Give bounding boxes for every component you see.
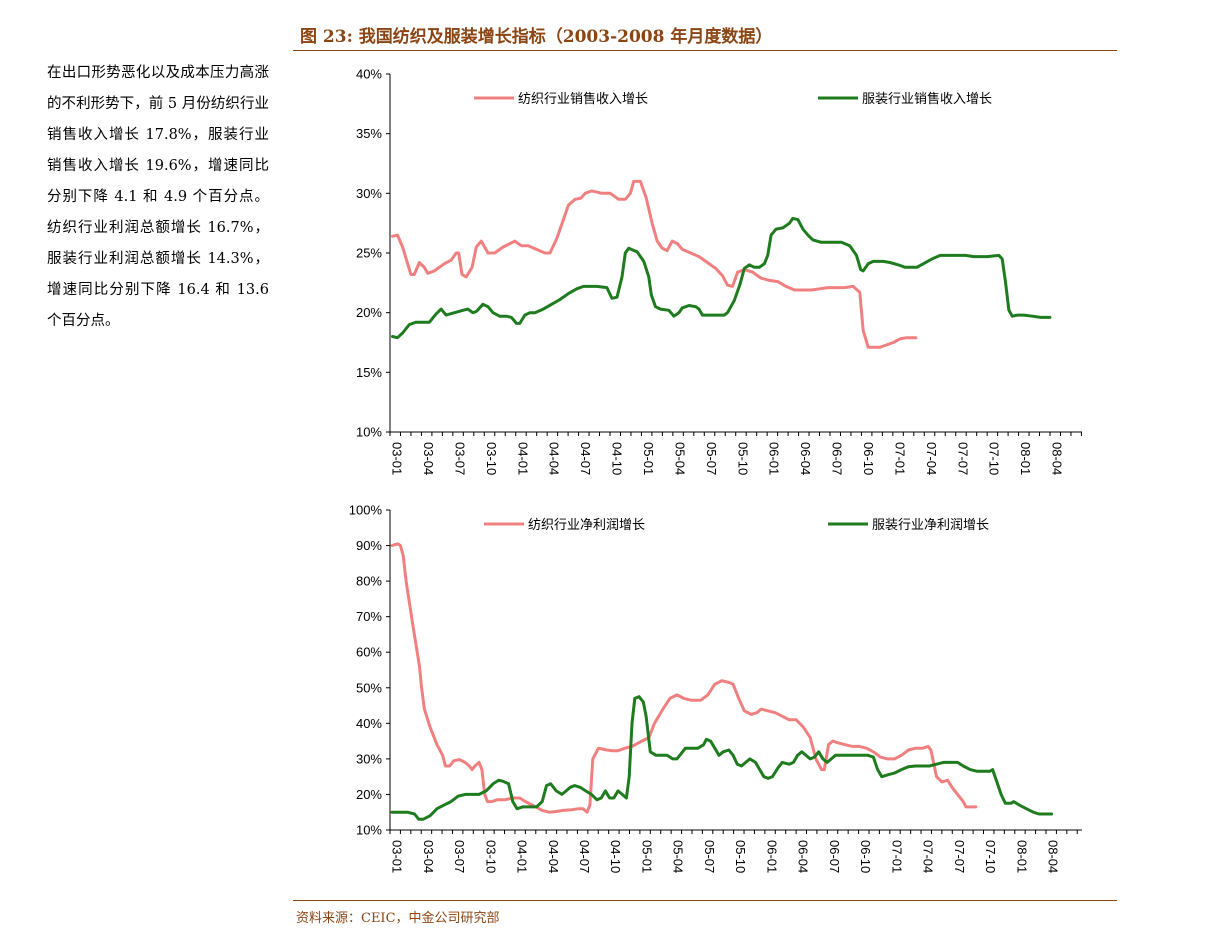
x-tick-label: 03-10 (483, 840, 498, 873)
series-line-2 (391, 216, 1052, 340)
y-tick-label: 50% (356, 680, 382, 695)
x-tick-label: 06-01 (767, 442, 782, 475)
x-tick-label: 07-10 (983, 840, 998, 873)
x-tick-label: 06-04 (798, 442, 813, 475)
x-tick-label: 07-04 (921, 840, 936, 873)
x-tick-label: 07-01 (892, 442, 907, 475)
y-tick-label: 90% (356, 538, 382, 553)
legend-label-1: 纺织行业销售收入增长 (518, 91, 648, 107)
x-tick-label: 05-01 (639, 840, 654, 873)
x-tick-label: 06-10 (858, 840, 873, 873)
x-tick-label: 08-01 (1018, 442, 1033, 475)
y-tick-label: 30% (356, 186, 382, 201)
sales-revenue-growth-chart-svg: 10% 15% 20% 25% 30% 35% 40% 03-01 03-04 03-07 03-1… (356, 67, 1082, 475)
series-line-1 (390, 542, 978, 814)
x-tick-label: 07-07 (952, 840, 967, 873)
x-tick-label: 05-07 (704, 442, 719, 475)
legend-label-2: 服装行业净利润增长 (872, 518, 989, 533)
y-tick-label: 20% (356, 305, 382, 320)
y-tick-label: 35% (356, 126, 382, 141)
x-tick-label: 08-04 (1050, 442, 1065, 475)
y-tick-label: 20% (356, 787, 382, 802)
x-tick-label: 08-04 (1046, 840, 1061, 873)
legend-label-2: 服装行业销售收入增长 (862, 91, 992, 107)
x-tick-label: 05-07 (702, 840, 717, 873)
net-profit-growth-chart: 10% 20% 30% 40% 50% 60% 70% 80% 90% 100% 03-01 03-0… (330, 497, 1090, 882)
x-tick-label: 03-07 (452, 442, 467, 475)
x-tick-label: 03-04 (421, 840, 436, 873)
net-profit-growth-chart-svg: 10% 20% 30% 40% 50% 60% 70% 80% 90% 100% 03-01 03-0… (349, 503, 1082, 873)
title-rule (293, 50, 1117, 51)
x-tick-label: 04-10 (610, 442, 625, 475)
x-tick-label: 04-07 (578, 442, 593, 475)
y-tick-label: 40% (356, 67, 382, 82)
y-tick-label: 25% (356, 246, 382, 261)
x-tick-label: 06-04 (796, 840, 811, 873)
x-tick-label: 03-04 (421, 442, 436, 475)
x-tick-label: 04-01 (515, 442, 530, 475)
y-tick-label: 80% (356, 574, 382, 589)
series-line-2 (390, 695, 1054, 821)
x-tick-label: 07-04 (924, 442, 939, 475)
x-tick-label: 03-10 (484, 442, 499, 475)
x-tick-label: 07-07 (955, 442, 970, 475)
sales-revenue-growth-chart: 10% 15% 20% 25% 30% 35% 40% 03-01 03-04 03-07 03-1… (330, 60, 1090, 490)
x-tick-label: 05-10 (735, 442, 750, 475)
legend-label-1: 纺织行业净利润增长 (528, 518, 645, 533)
commentary-paragraph: 在出口形势恶化以及成本压力高涨的不利形势下，前 5 月份纺织行业销售收入增长 1… (47, 65, 269, 329)
y-tick-label: 30% (356, 751, 382, 766)
x-tick-label: 05-04 (671, 840, 686, 873)
x-tick-label: 05-10 (733, 840, 748, 873)
x-tick-label: 07-01 (889, 840, 904, 873)
x-tick-label: 08-01 (1014, 840, 1029, 873)
x-tick-label: 03-01 (390, 840, 405, 873)
source-rule (293, 900, 1117, 901)
x-tick-label: 04-01 (515, 840, 530, 873)
x-tick-label: 03-01 (390, 442, 405, 475)
x-tick-label: 04-07 (577, 840, 592, 873)
figure-title: 图 23: 我国纺织及服装增长指标（2003-2008 年月度数据） (300, 27, 773, 47)
y-tick-label: 100% (349, 503, 383, 518)
series-line-1 (391, 179, 918, 349)
x-tick-label: 07-10 (987, 442, 1002, 475)
y-tick-label: 60% (356, 645, 382, 660)
y-tick-label: 10% (356, 823, 382, 838)
x-tick-label: 06-01 (764, 840, 779, 873)
source-note: 资料来源：CEIC，中金公司研究部 (296, 911, 500, 926)
y-tick-label: 70% (356, 609, 382, 624)
x-tick-label: 03-07 (452, 840, 467, 873)
y-tick-label: 10% (356, 425, 382, 440)
x-tick-label: 04-04 (547, 442, 562, 475)
x-tick-label: 04-10 (608, 840, 623, 873)
x-tick-label: 05-01 (641, 442, 656, 475)
x-tick-label: 04-04 (546, 840, 561, 873)
y-tick-label: 15% (356, 365, 382, 380)
x-tick-label: 06-10 (861, 442, 876, 475)
x-tick-label: 05-04 (672, 442, 687, 475)
x-tick-label: 06-07 (827, 840, 842, 873)
side-commentary: 在出口形势恶化以及成本压力高涨的不利形势下，前 5 月份纺织行业销售收入增长 1… (47, 58, 269, 337)
x-tick-label: 06-07 (830, 442, 845, 475)
y-tick-label: 40% (356, 716, 382, 731)
